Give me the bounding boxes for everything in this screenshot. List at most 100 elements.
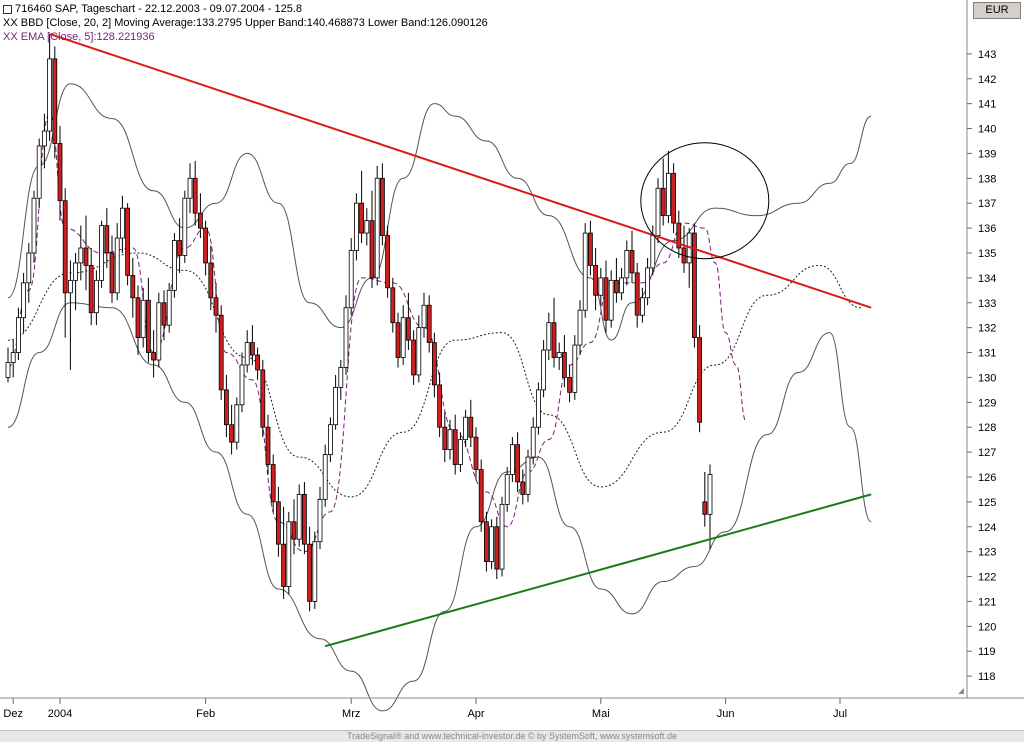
legend-box-icon bbox=[3, 4, 12, 14]
candle bbox=[140, 287, 146, 348]
candle bbox=[307, 526, 313, 612]
y-tick-label: 131 bbox=[978, 348, 996, 360]
candle-body bbox=[577, 309, 583, 346]
candle-body bbox=[629, 250, 635, 274]
candle-body bbox=[145, 299, 151, 353]
candle bbox=[99, 220, 104, 288]
candle-body bbox=[567, 377, 572, 393]
candle-body bbox=[416, 327, 422, 376]
candle bbox=[369, 190, 375, 288]
y-tick-label: 143 bbox=[978, 49, 996, 61]
candle bbox=[348, 238, 354, 316]
candle bbox=[588, 220, 593, 276]
y-tick-label: 129 bbox=[978, 397, 996, 409]
x-axis: Dez 2004 Feb Mrz Apr Mai Jun Jul bbox=[3, 698, 847, 720]
candle-body bbox=[541, 349, 546, 391]
y-tick-label: 124 bbox=[978, 522, 996, 534]
candle-body bbox=[88, 265, 94, 314]
candle-body bbox=[666, 172, 671, 217]
candle-body bbox=[197, 212, 203, 229]
candle bbox=[135, 285, 141, 356]
candle bbox=[697, 325, 702, 433]
candle-body bbox=[223, 389, 229, 426]
candle-body bbox=[57, 143, 63, 202]
y-tick-label: 128 bbox=[978, 422, 996, 434]
candle bbox=[265, 414, 271, 475]
candle-body bbox=[520, 481, 526, 495]
y-tick-label: 141 bbox=[978, 99, 996, 111]
y-tick-label: 118 bbox=[978, 671, 996, 683]
candle-body bbox=[421, 304, 427, 329]
candle bbox=[208, 245, 214, 311]
candle-body bbox=[364, 220, 370, 234]
candle bbox=[442, 412, 448, 463]
candle bbox=[385, 225, 391, 298]
candle-body bbox=[291, 521, 297, 540]
legend-ema-text: XX EMA [Close, 5]:128.221936 bbox=[3, 31, 155, 43]
candle-body bbox=[442, 426, 448, 451]
candle-body bbox=[348, 250, 354, 309]
candle bbox=[125, 203, 130, 286]
candle bbox=[426, 295, 432, 353]
candle bbox=[572, 335, 578, 400]
candle bbox=[343, 295, 349, 375]
candle bbox=[530, 417, 536, 465]
candle-body bbox=[109, 252, 115, 294]
candle-body bbox=[161, 302, 167, 326]
candle-body bbox=[582, 232, 588, 311]
candle-body bbox=[499, 503, 505, 570]
candle bbox=[411, 330, 417, 385]
legend-bollinger-text: XX BBD [Close, 20, 2] Moving Average:133… bbox=[3, 17, 488, 29]
candle-body bbox=[525, 456, 531, 495]
y-tick-label: 119 bbox=[978, 646, 996, 658]
candle-body bbox=[640, 297, 645, 316]
candle bbox=[223, 374, 229, 438]
candle-body bbox=[457, 439, 463, 465]
candle bbox=[192, 160, 198, 226]
candle-body bbox=[203, 227, 209, 264]
candle-body bbox=[447, 429, 453, 451]
candle bbox=[114, 223, 120, 301]
currency-button[interactable]: EUR bbox=[973, 2, 1021, 19]
candle-body bbox=[624, 250, 630, 279]
candle bbox=[655, 178, 661, 244]
candle bbox=[47, 33, 52, 141]
y-tick-label: 135 bbox=[978, 248, 996, 260]
candle-body bbox=[655, 187, 661, 236]
candle-body bbox=[437, 384, 443, 428]
candle bbox=[541, 340, 546, 398]
candle bbox=[452, 414, 458, 475]
y-tick-label: 133 bbox=[978, 298, 996, 310]
candle-body bbox=[671, 172, 676, 224]
candle bbox=[353, 193, 359, 261]
candle-body bbox=[634, 272, 640, 316]
bollinger-bands bbox=[7, 83, 872, 712]
candle bbox=[260, 360, 266, 438]
x-tick-label: Feb bbox=[196, 708, 215, 720]
candle-body bbox=[692, 232, 697, 338]
resize-grip-icon[interactable] bbox=[958, 688, 964, 694]
legend-title-text: 716460 SAP, Tageschart - 22.12.2003 - 09… bbox=[15, 3, 303, 15]
candle bbox=[608, 270, 614, 328]
y-tick-label: 125 bbox=[978, 497, 996, 509]
x-tick-label: Dez bbox=[3, 708, 23, 720]
candle-body bbox=[400, 317, 406, 358]
candle bbox=[187, 163, 193, 214]
candle-body bbox=[431, 342, 437, 386]
candle bbox=[468, 399, 474, 448]
candle bbox=[104, 208, 110, 268]
candle-body bbox=[395, 322, 401, 358]
candle bbox=[379, 163, 385, 246]
candle-body bbox=[468, 416, 474, 438]
candle-body bbox=[353, 202, 359, 251]
candle-body bbox=[265, 426, 271, 465]
candle bbox=[296, 484, 302, 547]
candle-body bbox=[208, 262, 214, 299]
candle-body bbox=[130, 274, 136, 299]
candle bbox=[374, 165, 380, 286]
candle-body bbox=[68, 279, 73, 294]
bollinger-upper bbox=[7, 83, 872, 341]
candle bbox=[249, 325, 255, 365]
candle-body bbox=[509, 444, 515, 475]
